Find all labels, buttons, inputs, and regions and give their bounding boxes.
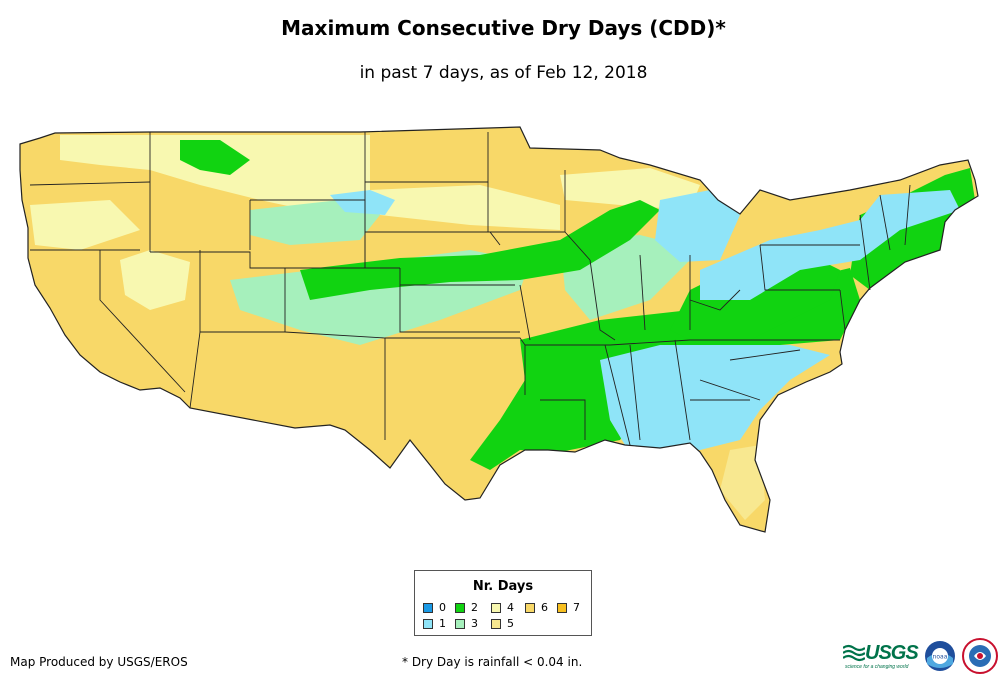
legend-item-4: 4 — [491, 601, 514, 614]
map-title: Maximum Consecutive Dry Days (CDD)* — [281, 16, 726, 40]
cdd-map — [19, 126, 979, 533]
legend-swatch-6 — [525, 602, 535, 613]
usgs-tagline: science for a changing world — [845, 664, 909, 670]
legend-title: Nr. Days — [472, 579, 534, 594]
legend-item-2: 2 — [455, 601, 478, 614]
state-boundaries — [19, 126, 979, 533]
zone-5day-florida — [720, 445, 765, 520]
legend-swatch-5 — [491, 618, 501, 629]
map-credit: Map Produced by USGS/EROS — [10, 655, 188, 669]
legend-item-3: 3 — [455, 617, 478, 630]
legend-swatch-2 — [455, 602, 465, 613]
legend-box: Nr. Days 0 2 4 6 7 1 3 5 — [414, 570, 592, 636]
noaa-logo: noaa — [925, 641, 955, 671]
legend-swatch-4 — [491, 602, 501, 613]
zone-2day-plains-band — [300, 200, 660, 300]
zone-4day-northern-plains — [60, 135, 370, 215]
nws-logo — [962, 638, 998, 674]
usgs-logo: USGS — [843, 642, 919, 665]
legend-item-0: 0 — [423, 601, 446, 614]
legend-swatch-1 — [423, 618, 433, 629]
legend-item-1: 1 — [423, 617, 446, 630]
zone-1day-southeast — [600, 345, 830, 450]
zone-2day-ohio-valley — [670, 250, 840, 345]
zone-1day-idaho — [330, 190, 395, 215]
legend-item-6: 6 — [525, 601, 548, 614]
legend-swatch-3 — [455, 618, 465, 629]
legend-item-7: 7 — [557, 601, 580, 614]
zone-4day-oregon — [30, 200, 140, 250]
legend-swatch-0 — [423, 602, 433, 613]
zone-4day-south-dakota — [370, 185, 560, 230]
zone-2day-montana — [180, 140, 250, 175]
dry-day-footnote: * Dry Day is rainfall < 0.04 in. — [402, 655, 583, 669]
zone-4day-great-basin — [120, 250, 190, 310]
noaa-logo-text: noaa — [933, 654, 948, 661]
zone-1day-great-lakes — [655, 190, 740, 262]
legend-item-5: 5 — [491, 617, 514, 630]
map-subtitle: in past 7 days, as of Feb 12, 2018 — [359, 63, 648, 83]
usgs-wave-icon — [843, 644, 865, 661]
legend-swatch-7 — [557, 602, 567, 613]
